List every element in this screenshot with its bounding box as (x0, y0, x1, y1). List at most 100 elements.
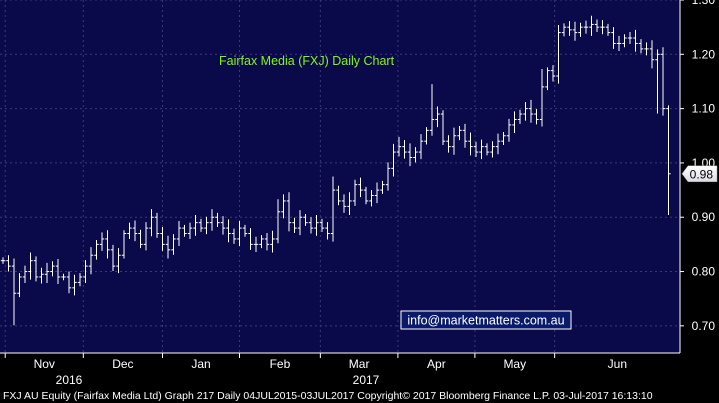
price-bar (457, 125, 462, 141)
price-bar (369, 190, 374, 207)
price-bar (187, 222, 193, 239)
price-bar (666, 105, 671, 216)
price-bar (534, 109, 539, 125)
y-tick-label: 1.10 (692, 102, 716, 116)
x-tick-label: Dec (112, 357, 133, 371)
price-bar (330, 176, 336, 242)
price-bar (517, 109, 523, 124)
price-bar (171, 234, 176, 255)
price-bar (644, 42, 649, 56)
price-bar (660, 47, 666, 116)
price-bar (512, 111, 517, 134)
price-bar (264, 232, 270, 251)
price-bar (259, 235, 264, 249)
price-bar (33, 256, 39, 282)
price-bar (594, 19, 600, 33)
price-bar (165, 235, 171, 259)
x-tick-label: Jan (191, 357, 210, 371)
price-bar (633, 29, 638, 52)
price-bar (506, 118, 512, 142)
price-bar (220, 216, 226, 235)
price-bar (545, 67, 550, 91)
price-bar (572, 21, 578, 41)
price-bar (253, 236, 259, 252)
price-bar (341, 194, 347, 213)
price-bar (61, 273, 66, 281)
price-bar (605, 23, 611, 36)
price-bar (578, 22, 583, 37)
last-price-tag: 0.98 (681, 165, 718, 183)
plot-area (0, 0, 680, 353)
price-bar (336, 185, 341, 206)
price-bar (83, 260, 88, 283)
price-bar (424, 127, 429, 145)
price-bar (479, 139, 484, 160)
price-bar (231, 228, 237, 244)
price-bar (451, 127, 457, 155)
price-bar (429, 84, 435, 136)
price-bar (600, 20, 605, 35)
price-bar (567, 21, 572, 36)
price-bar (275, 199, 281, 244)
footer-bar (0, 387, 719, 403)
price-bar (198, 218, 204, 232)
price-bar (490, 141, 495, 158)
price-bar (402, 140, 407, 159)
price-bar (303, 213, 308, 226)
price-bar (237, 221, 242, 247)
price-bar (325, 222, 330, 240)
price-bar (501, 131, 506, 146)
price-bar (28, 252, 33, 280)
price-bar (94, 240, 99, 260)
price-bar (308, 217, 314, 234)
price-bar (39, 267, 44, 284)
last-price-marker (681, 165, 718, 183)
price-bar (611, 27, 616, 49)
price-bar (391, 143, 396, 177)
x-tick-label: Nov (34, 357, 55, 371)
price-bar (435, 106, 440, 128)
last-price-label: 0.98 (690, 167, 714, 181)
year-label: 2017 (353, 373, 380, 387)
price-bar (22, 265, 28, 283)
x-tick-label: Jun (608, 357, 627, 371)
price-bar (638, 39, 644, 54)
x-tick-label: Apr (427, 357, 446, 371)
price-bar (297, 210, 303, 236)
price-bar (649, 40, 655, 69)
price-bar (616, 35, 622, 52)
price-bar (160, 227, 165, 251)
price-bar (589, 15, 594, 36)
price-bar (407, 143, 413, 167)
price-bar (11, 258, 17, 326)
price-bar (0, 257, 6, 264)
price-bar (523, 102, 528, 121)
price-bar (363, 186, 369, 205)
x-tick-label: Mar (349, 357, 370, 371)
price-bar (446, 135, 451, 153)
price-bar (6, 255, 11, 272)
price-bar (627, 32, 633, 44)
price-bar (556, 24, 561, 84)
watermark-text: info@marketmatters.com.au (407, 314, 564, 328)
price-bar (385, 162, 391, 191)
price-bar (281, 194, 286, 219)
y-tick-label: 0.70 (692, 319, 716, 333)
price-bar (127, 222, 132, 239)
price-bar (413, 147, 418, 163)
price-bar (193, 215, 198, 236)
price-bars (0, 15, 671, 326)
price-bar (473, 141, 479, 157)
price-bar (154, 212, 160, 238)
price-bar (138, 229, 143, 249)
price-bar (396, 136, 402, 157)
price-bar (209, 209, 215, 231)
bottom-axis-panel (0, 353, 680, 387)
price-bar (539, 68, 545, 127)
price-bar (116, 248, 121, 274)
price-bar (17, 273, 22, 298)
price-bar (143, 222, 149, 251)
price-bar (121, 230, 127, 259)
